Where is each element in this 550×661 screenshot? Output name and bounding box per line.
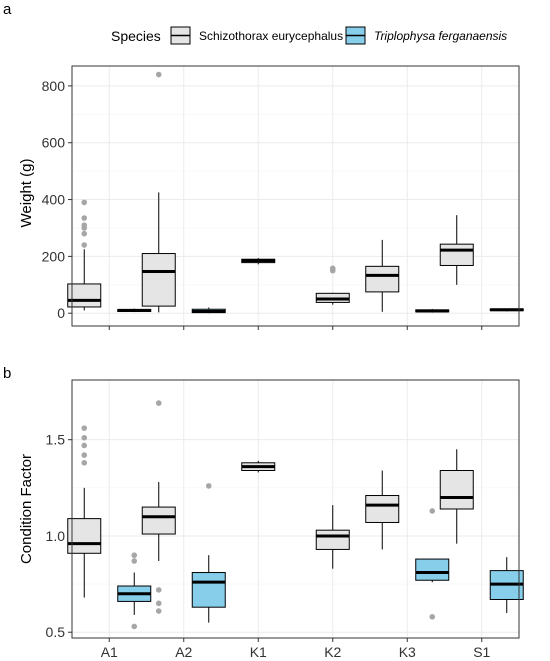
y-tick-label: 0.5 bbox=[46, 624, 66, 640]
x-tick-label: K2 bbox=[324, 644, 341, 660]
panel-b-label: b bbox=[3, 365, 11, 382]
box-iqr bbox=[141, 506, 176, 535]
outlier-point bbox=[81, 425, 88, 431]
legend-title: Species bbox=[111, 28, 161, 44]
panel-b-y-axis-title: Condition Factor bbox=[18, 454, 35, 564]
legend-label-schizothorax: Schizothorax eurycephalus bbox=[199, 29, 343, 43]
outlier-point bbox=[205, 483, 212, 489]
y-tick-label: 1.5 bbox=[46, 432, 66, 448]
panel-a-border bbox=[71, 65, 520, 327]
outlier-point bbox=[155, 71, 162, 78]
outlier-point bbox=[81, 242, 88, 248]
box-A1-triplophysa bbox=[117, 552, 152, 630]
outlier-point bbox=[131, 552, 138, 559]
box-K3-triplophysa bbox=[415, 508, 450, 620]
box-iqr bbox=[67, 518, 102, 554]
y-tick-label: 200 bbox=[42, 248, 66, 264]
outlier-point bbox=[81, 222, 88, 228]
box-K2-schizothorax bbox=[315, 265, 350, 305]
y-tick-label: 400 bbox=[42, 192, 66, 208]
y-tick-label: 800 bbox=[42, 78, 66, 94]
outlier-point bbox=[429, 508, 436, 514]
panel-a-x-ticks bbox=[108, 326, 483, 330]
outlier-point bbox=[81, 434, 88, 441]
box-A2-schizothorax bbox=[141, 400, 176, 614]
panel-a-grid bbox=[72, 66, 519, 326]
panel-a-label: a bbox=[3, 1, 12, 18]
panel-a-y-axis-title: Weight (g) bbox=[18, 159, 35, 228]
y-tick-label: 0 bbox=[57, 305, 65, 321]
box-K3-triplophysa bbox=[415, 308, 450, 313]
x-tick-label: S1 bbox=[473, 644, 490, 660]
outlier-point bbox=[81, 215, 88, 221]
panel-b-border bbox=[71, 379, 520, 639]
panel-a-boxes bbox=[67, 71, 524, 314]
y-tick-label: 600 bbox=[42, 135, 66, 151]
box-S1-schizothorax bbox=[439, 215, 474, 285]
legend-label-triplophysa: Triplophysa ferganaensis bbox=[374, 29, 507, 43]
box-A1-triplophysa bbox=[117, 308, 152, 313]
box-A1-schizothorax bbox=[67, 199, 102, 311]
box-iqr bbox=[315, 529, 350, 550]
x-tick-label: K1 bbox=[250, 644, 267, 660]
outlier-point bbox=[429, 614, 436, 620]
box-iqr bbox=[365, 265, 400, 293]
box-iqr bbox=[141, 253, 176, 307]
box-iqr bbox=[365, 495, 400, 523]
x-tick-label: A1 bbox=[101, 644, 118, 660]
box-S1-triplophysa bbox=[489, 308, 524, 312]
panel-b-x-ticks: A1 A2 K1 K2 K3 S1 bbox=[101, 638, 491, 660]
outlier-point bbox=[81, 452, 88, 458]
panel-b-boxes bbox=[67, 400, 524, 630]
x-tick-label: A2 bbox=[175, 644, 192, 660]
box-S1-schizothorax bbox=[439, 449, 474, 544]
panel-b-y-ticks: 0.5 1.0 1.5 bbox=[46, 432, 72, 640]
x-tick-label: K3 bbox=[399, 644, 416, 660]
outlier-point bbox=[155, 400, 162, 406]
outlier-point bbox=[81, 230, 88, 237]
box-iqr bbox=[191, 572, 226, 608]
panel-a-weight: a Weight (g) 0 200 400 600 800 bbox=[3, 1, 524, 330]
panel-b-grid bbox=[72, 380, 519, 638]
panel-a-y-ticks: 0 200 400 600 800 bbox=[42, 78, 72, 321]
box-S1-triplophysa bbox=[489, 557, 524, 613]
outlier-point bbox=[155, 600, 162, 607]
panel-b-condition-factor: b Condition Factor 0.5 1.0 1.5 A1 A2 K1 K2 K3 S… bbox=[3, 365, 524, 660]
outlier-point bbox=[329, 265, 336, 272]
box-iqr bbox=[439, 243, 474, 266]
box-K3-schizothorax bbox=[365, 239, 400, 312]
box-K3-schizothorax bbox=[365, 470, 400, 550]
outlier-point bbox=[81, 459, 88, 466]
box-K1-schizothorax bbox=[241, 258, 276, 265]
outlier-point bbox=[81, 199, 88, 206]
outlier-point bbox=[81, 442, 88, 449]
legend: Species Schizothorax eurycephalus Triplo… bbox=[111, 26, 507, 45]
outlier-point bbox=[155, 608, 162, 614]
box-A2-schizothorax bbox=[141, 71, 176, 313]
box-iqr bbox=[415, 558, 450, 581]
box-A2-triplophysa bbox=[191, 307, 226, 314]
box-K1-schizothorax bbox=[241, 460, 276, 473]
box-A1-schizothorax bbox=[67, 425, 102, 598]
box-K2-schizothorax bbox=[315, 505, 350, 569]
outlier-point bbox=[131, 623, 138, 630]
outlier-point bbox=[131, 558, 138, 564]
box-A2-triplophysa bbox=[191, 483, 226, 623]
outlier-point bbox=[155, 587, 162, 593]
box-iqr bbox=[67, 283, 102, 308]
box-iqr bbox=[439, 469, 474, 510]
y-tick-label: 1.0 bbox=[46, 528, 66, 544]
